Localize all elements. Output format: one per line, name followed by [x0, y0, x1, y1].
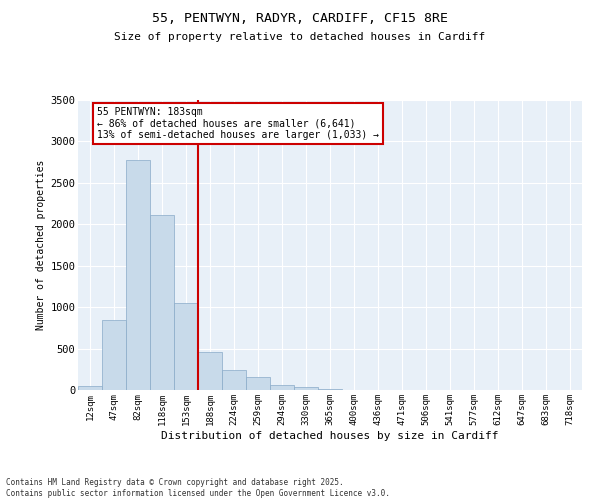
Text: 55 PENTWYN: 183sqm
← 86% of detached houses are smaller (6,641)
13% of semi-deta: 55 PENTWYN: 183sqm ← 86% of detached hou…	[97, 106, 379, 140]
Bar	[318, 388, 342, 390]
Bar	[174, 303, 198, 390]
Bar	[270, 384, 294, 390]
Y-axis label: Number of detached properties: Number of detached properties	[36, 160, 46, 330]
Text: 55, PENTWYN, RADYR, CARDIFF, CF15 8RE: 55, PENTWYN, RADYR, CARDIFF, CF15 8RE	[152, 12, 448, 26]
Bar	[198, 352, 222, 390]
Bar	[222, 370, 246, 390]
Bar	[126, 160, 150, 390]
Bar	[102, 320, 126, 390]
Bar	[246, 376, 270, 390]
X-axis label: Distribution of detached houses by size in Cardiff: Distribution of detached houses by size …	[161, 430, 499, 440]
Bar	[150, 215, 174, 390]
Bar	[78, 386, 102, 390]
Text: Size of property relative to detached houses in Cardiff: Size of property relative to detached ho…	[115, 32, 485, 42]
Text: Contains HM Land Registry data © Crown copyright and database right 2025.
Contai: Contains HM Land Registry data © Crown c…	[6, 478, 390, 498]
Bar	[294, 387, 318, 390]
